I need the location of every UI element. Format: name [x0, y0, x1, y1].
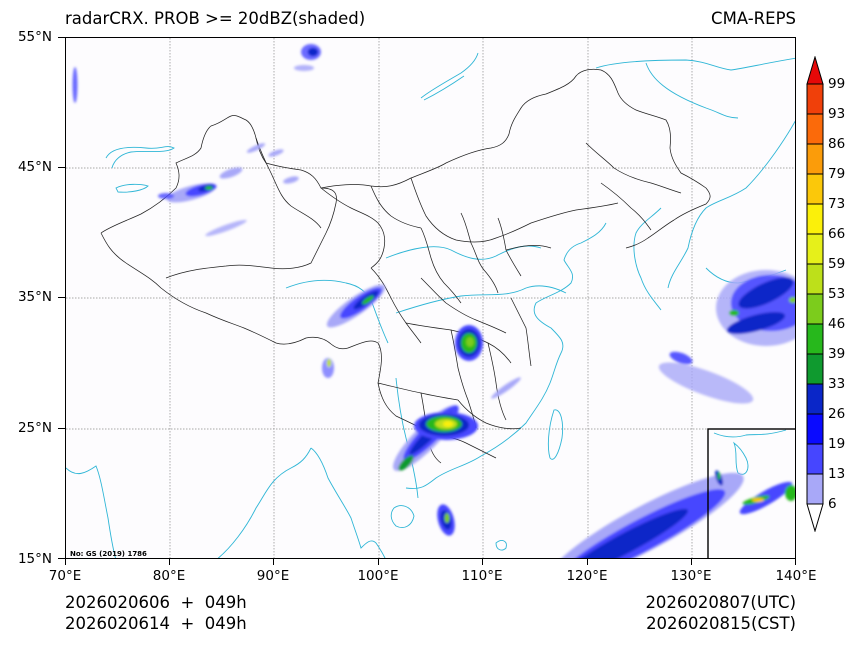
colorbar-label: 79 [828, 166, 846, 182]
lon-tick [169, 559, 171, 565]
colorbar-label: 19 [828, 436, 846, 452]
colorbar-label: 33 [828, 376, 846, 392]
lat-tick [58, 167, 65, 169]
colorbar-label: 93 [828, 106, 846, 122]
colorbar-segment [806, 203, 824, 235]
coastlines [66, 52, 795, 558]
lon-tick [691, 559, 693, 565]
lon-tick [378, 559, 380, 565]
valid-cst: 2026020815(CST) [646, 614, 796, 633]
lon-label-80: 80°E [152, 568, 186, 584]
lon-label-120: 120°E [566, 568, 608, 584]
lon-label-130: 130°E [670, 568, 712, 584]
lat-tick [58, 297, 65, 299]
lat-tick [58, 37, 65, 39]
colorbar-segment [806, 353, 824, 385]
init-utc: 2026020606 + 049h [65, 593, 247, 612]
lon-label-90: 90°E [256, 568, 290, 584]
map-svg: No: GS (2019) 1786 [66, 38, 795, 558]
lon-tick [587, 559, 589, 565]
colorbar-label: 6 [828, 496, 837, 512]
colorbar-label: 13 [828, 466, 846, 482]
colorbar-segment [806, 263, 824, 295]
valid-utc: 2026020807(UTC) [645, 593, 796, 612]
colorbar-svg [806, 55, 824, 533]
colorbar-segment [806, 443, 824, 475]
colorbar-segment [806, 173, 824, 205]
chart-title: radarCRX. PROB >= 20dBZ(shaded) [65, 9, 366, 28]
lon-label-140: 140°E [775, 568, 817, 584]
init-cst: 2026020614 + 049h [65, 614, 247, 633]
colorbar-segment [806, 473, 824, 505]
lon-tick [65, 559, 67, 565]
colorbar-segment [806, 233, 824, 265]
inset-frame [707, 428, 795, 558]
map-watermark: No: GS (2019) 1786 [70, 550, 147, 558]
colorbar-segment [806, 113, 824, 145]
colorbar-segment [806, 293, 824, 325]
lon-tick [795, 559, 797, 565]
lat-label-15: 15°N [17, 551, 52, 567]
colorbar-segment [806, 413, 824, 445]
lat-tick [58, 428, 65, 430]
lat-label-35: 35°N [17, 289, 52, 305]
provincial-borders [100, 68, 711, 464]
colorbar-over-arrow [806, 55, 824, 85]
lat-label-55: 55°N [17, 29, 52, 45]
colorbar-segment [806, 323, 824, 355]
valid-time: 2026020807(UTC) 2026020815(CST) [645, 592, 796, 634]
lon-label-110: 110°E [461, 568, 503, 584]
lat-label-25: 25°N [17, 420, 52, 436]
colorbar-label: 86 [828, 136, 846, 152]
colorbar-label: 26 [828, 406, 846, 422]
model-name: CMA-REPS [711, 9, 796, 28]
colorbar-segment [806, 383, 824, 415]
colorbar-label: 99 [828, 76, 846, 92]
lon-tick [482, 559, 484, 565]
colorbar-label: 73 [828, 196, 846, 212]
colorbar-label: 66 [828, 226, 846, 242]
probability-shading [72, 44, 795, 558]
colorbar-label: 59 [828, 256, 846, 272]
colorbar [806, 55, 824, 536]
colorbar-label: 53 [828, 286, 846, 302]
lon-label-100: 100°E [357, 568, 399, 584]
init-time: 2026020606 + 049h 2026020614 + 049h [65, 592, 247, 634]
lat-label-45: 45°N [17, 159, 52, 175]
lon-tick [273, 559, 275, 565]
graticule [66, 38, 795, 558]
map-canvas[interactable]: No: GS (2019) 1786 [65, 37, 796, 559]
colorbar-under-arrow [806, 503, 824, 533]
colorbar-segment [806, 143, 824, 175]
colorbar-label: 46 [828, 316, 846, 332]
colorbar-segment [806, 83, 824, 115]
lat-tick [58, 558, 65, 560]
colorbar-label: 39 [828, 346, 846, 362]
lon-label-70: 70°E [48, 568, 82, 584]
